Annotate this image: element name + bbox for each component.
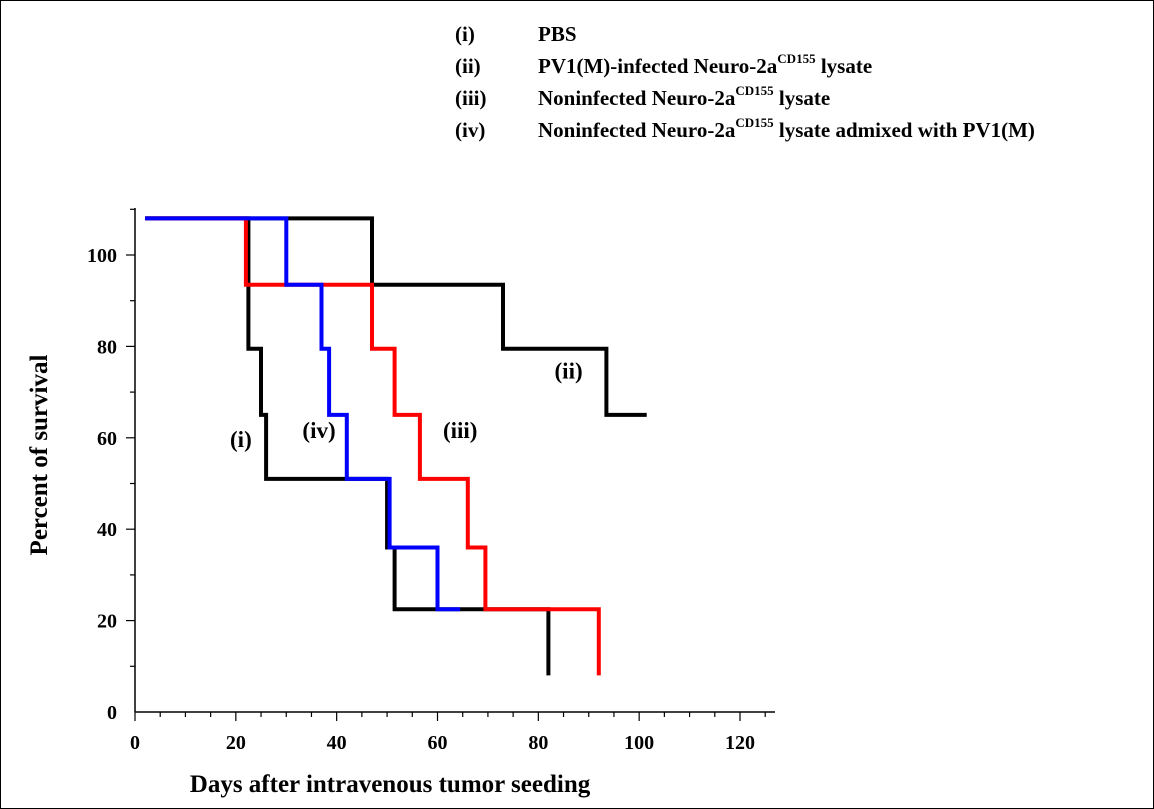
y-tick-label: 80	[97, 336, 117, 358]
y-ticks: 0 20 40 60 80 100	[87, 208, 135, 724]
x-ticks: 0 20 40 60 80 100 120	[130, 712, 766, 754]
curve-label: (ii)	[555, 358, 583, 383]
x-tick-label: 80	[528, 732, 548, 754]
curve-labels: (i) (ii) (iii) (iv)	[230, 358, 583, 452]
survival-curve-2	[145, 216, 647, 417]
x-tick-label: 100	[624, 732, 654, 754]
legend-id: (iii)	[455, 86, 487, 110]
legend-label: Noninfected Neuro-2aCD155 lysate admixed…	[538, 115, 1035, 143]
survival-curve-4	[145, 216, 461, 612]
legend-label-superscript: CD155	[735, 115, 774, 130]
legend-label-suffix: lysate	[815, 54, 873, 78]
legend-label-text: Noninfected Neuro-2a	[538, 118, 736, 142]
legend-label-text: Noninfected Neuro-2a	[538, 86, 736, 110]
legend-id: (iv)	[455, 118, 486, 142]
survival-curve-3	[145, 216, 601, 676]
series-layer	[145, 216, 647, 676]
legend-label-suffix: lysate	[773, 86, 831, 110]
survival-curve-1	[145, 216, 551, 676]
y-axis-title: Percent of survival	[26, 355, 53, 556]
x-tick-label: 0	[130, 732, 140, 754]
x-tick-label: 40	[327, 732, 347, 754]
curve-label: (iv)	[302, 418, 335, 443]
axes: 0 20 40 60 80 100 120 0 20 40 60 80 100	[87, 208, 775, 754]
legend-label-superscript: CD155	[777, 51, 816, 66]
y-tick-label: 40	[97, 519, 117, 541]
x-axis-title: Days after intravenous tumor seeding	[190, 771, 591, 798]
y-tick-label: 0	[107, 702, 117, 724]
curve-label: (i)	[230, 427, 252, 452]
x-tick-label: 20	[226, 732, 246, 754]
legend-label: Noninfected Neuro-2aCD155 lysate	[538, 83, 831, 111]
y-tick-label: 100	[87, 245, 117, 267]
legend-label-suffix: lysate admixed with PV1(M)	[773, 118, 1035, 142]
legend-label-text: PV1(M)-infected Neuro-2a	[538, 54, 778, 78]
legend-label: PBS	[538, 22, 577, 47]
legend-label-text: PBS	[538, 22, 577, 46]
legend-id: (i)	[455, 22, 475, 46]
legend-id: (ii)	[455, 54, 481, 78]
curve-label: (iii)	[443, 418, 478, 443]
x-tick-label: 120	[725, 732, 755, 754]
y-tick-label: 60	[97, 428, 117, 450]
legend-label: PV1(M)-infected Neuro-2aCD155 lysate	[538, 51, 873, 79]
legend-label-superscript: CD155	[735, 83, 774, 98]
x-tick-label: 60	[428, 732, 448, 754]
y-tick-label: 20	[97, 611, 117, 633]
